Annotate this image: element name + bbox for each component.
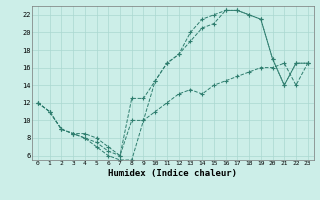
X-axis label: Humidex (Indice chaleur): Humidex (Indice chaleur)	[108, 169, 237, 178]
